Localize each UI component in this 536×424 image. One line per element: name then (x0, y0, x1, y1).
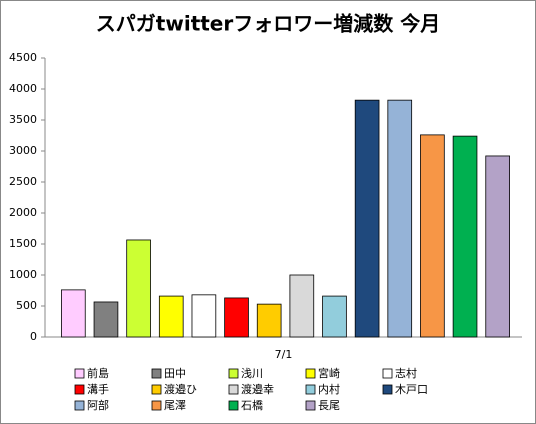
y-tick-label: 3000 (9, 144, 37, 157)
bar (452, 135, 478, 338)
legend-label: 浅川 (241, 367, 263, 380)
y-tick-label: 2000 (9, 206, 37, 219)
legend-label: 阿部 (87, 398, 109, 412)
legend-swatch (305, 400, 316, 411)
bar (354, 99, 380, 338)
bar (93, 301, 119, 338)
legend-label: 尾澤 (164, 399, 186, 412)
y-tick-label: 3500 (9, 113, 37, 126)
bar (191, 294, 217, 338)
chart-title: スパガtwitterフォロワー増減数 今月 (96, 12, 440, 36)
legend-swatch (151, 384, 162, 395)
legend-swatch (382, 384, 393, 395)
legend-swatch (228, 368, 239, 379)
bar (158, 295, 184, 338)
legend-swatch (74, 368, 85, 379)
bar (61, 289, 86, 338)
bar (485, 155, 510, 338)
legend-swatch (74, 384, 85, 395)
legend-label: 志村 (395, 366, 417, 380)
bar (224, 297, 249, 338)
bar (420, 134, 445, 338)
legend-swatch (305, 368, 316, 379)
bar (126, 239, 151, 338)
legend-label: 渡邉ひ (164, 382, 197, 396)
y-tick-label: 4000 (9, 82, 37, 95)
bar (256, 303, 282, 338)
legend-swatch (151, 400, 162, 411)
bar (387, 99, 413, 338)
legend-label: 石橋 (241, 398, 263, 412)
legend-label: 内村 (318, 382, 340, 396)
legend-label: 長尾 (318, 399, 340, 412)
bar (289, 274, 315, 338)
y-tick-label: 1500 (9, 237, 37, 250)
legend-label: 田中 (164, 367, 186, 380)
y-tick-label: 1000 (9, 268, 37, 281)
legend-label: 木戸口 (395, 383, 428, 396)
legend-swatch (74, 400, 85, 411)
x-tick-label: 7/1 (275, 348, 293, 361)
legend-swatch (228, 400, 239, 411)
legend-label: 宮崎 (318, 366, 340, 380)
bar (322, 295, 347, 338)
legend-label: 渡邉幸 (241, 382, 274, 396)
legend-swatch (151, 368, 162, 379)
y-tick-label: 500 (16, 299, 37, 312)
legend-swatch (382, 368, 393, 379)
y-tick-label: 4500 (9, 51, 37, 64)
legend-label: 溝手 (87, 382, 109, 396)
y-tick-label: 0 (30, 330, 37, 343)
y-tick-label: 2500 (9, 175, 37, 188)
legend-swatch (305, 384, 316, 395)
legend-swatch (228, 384, 239, 395)
legend-label: 前島 (87, 366, 109, 380)
